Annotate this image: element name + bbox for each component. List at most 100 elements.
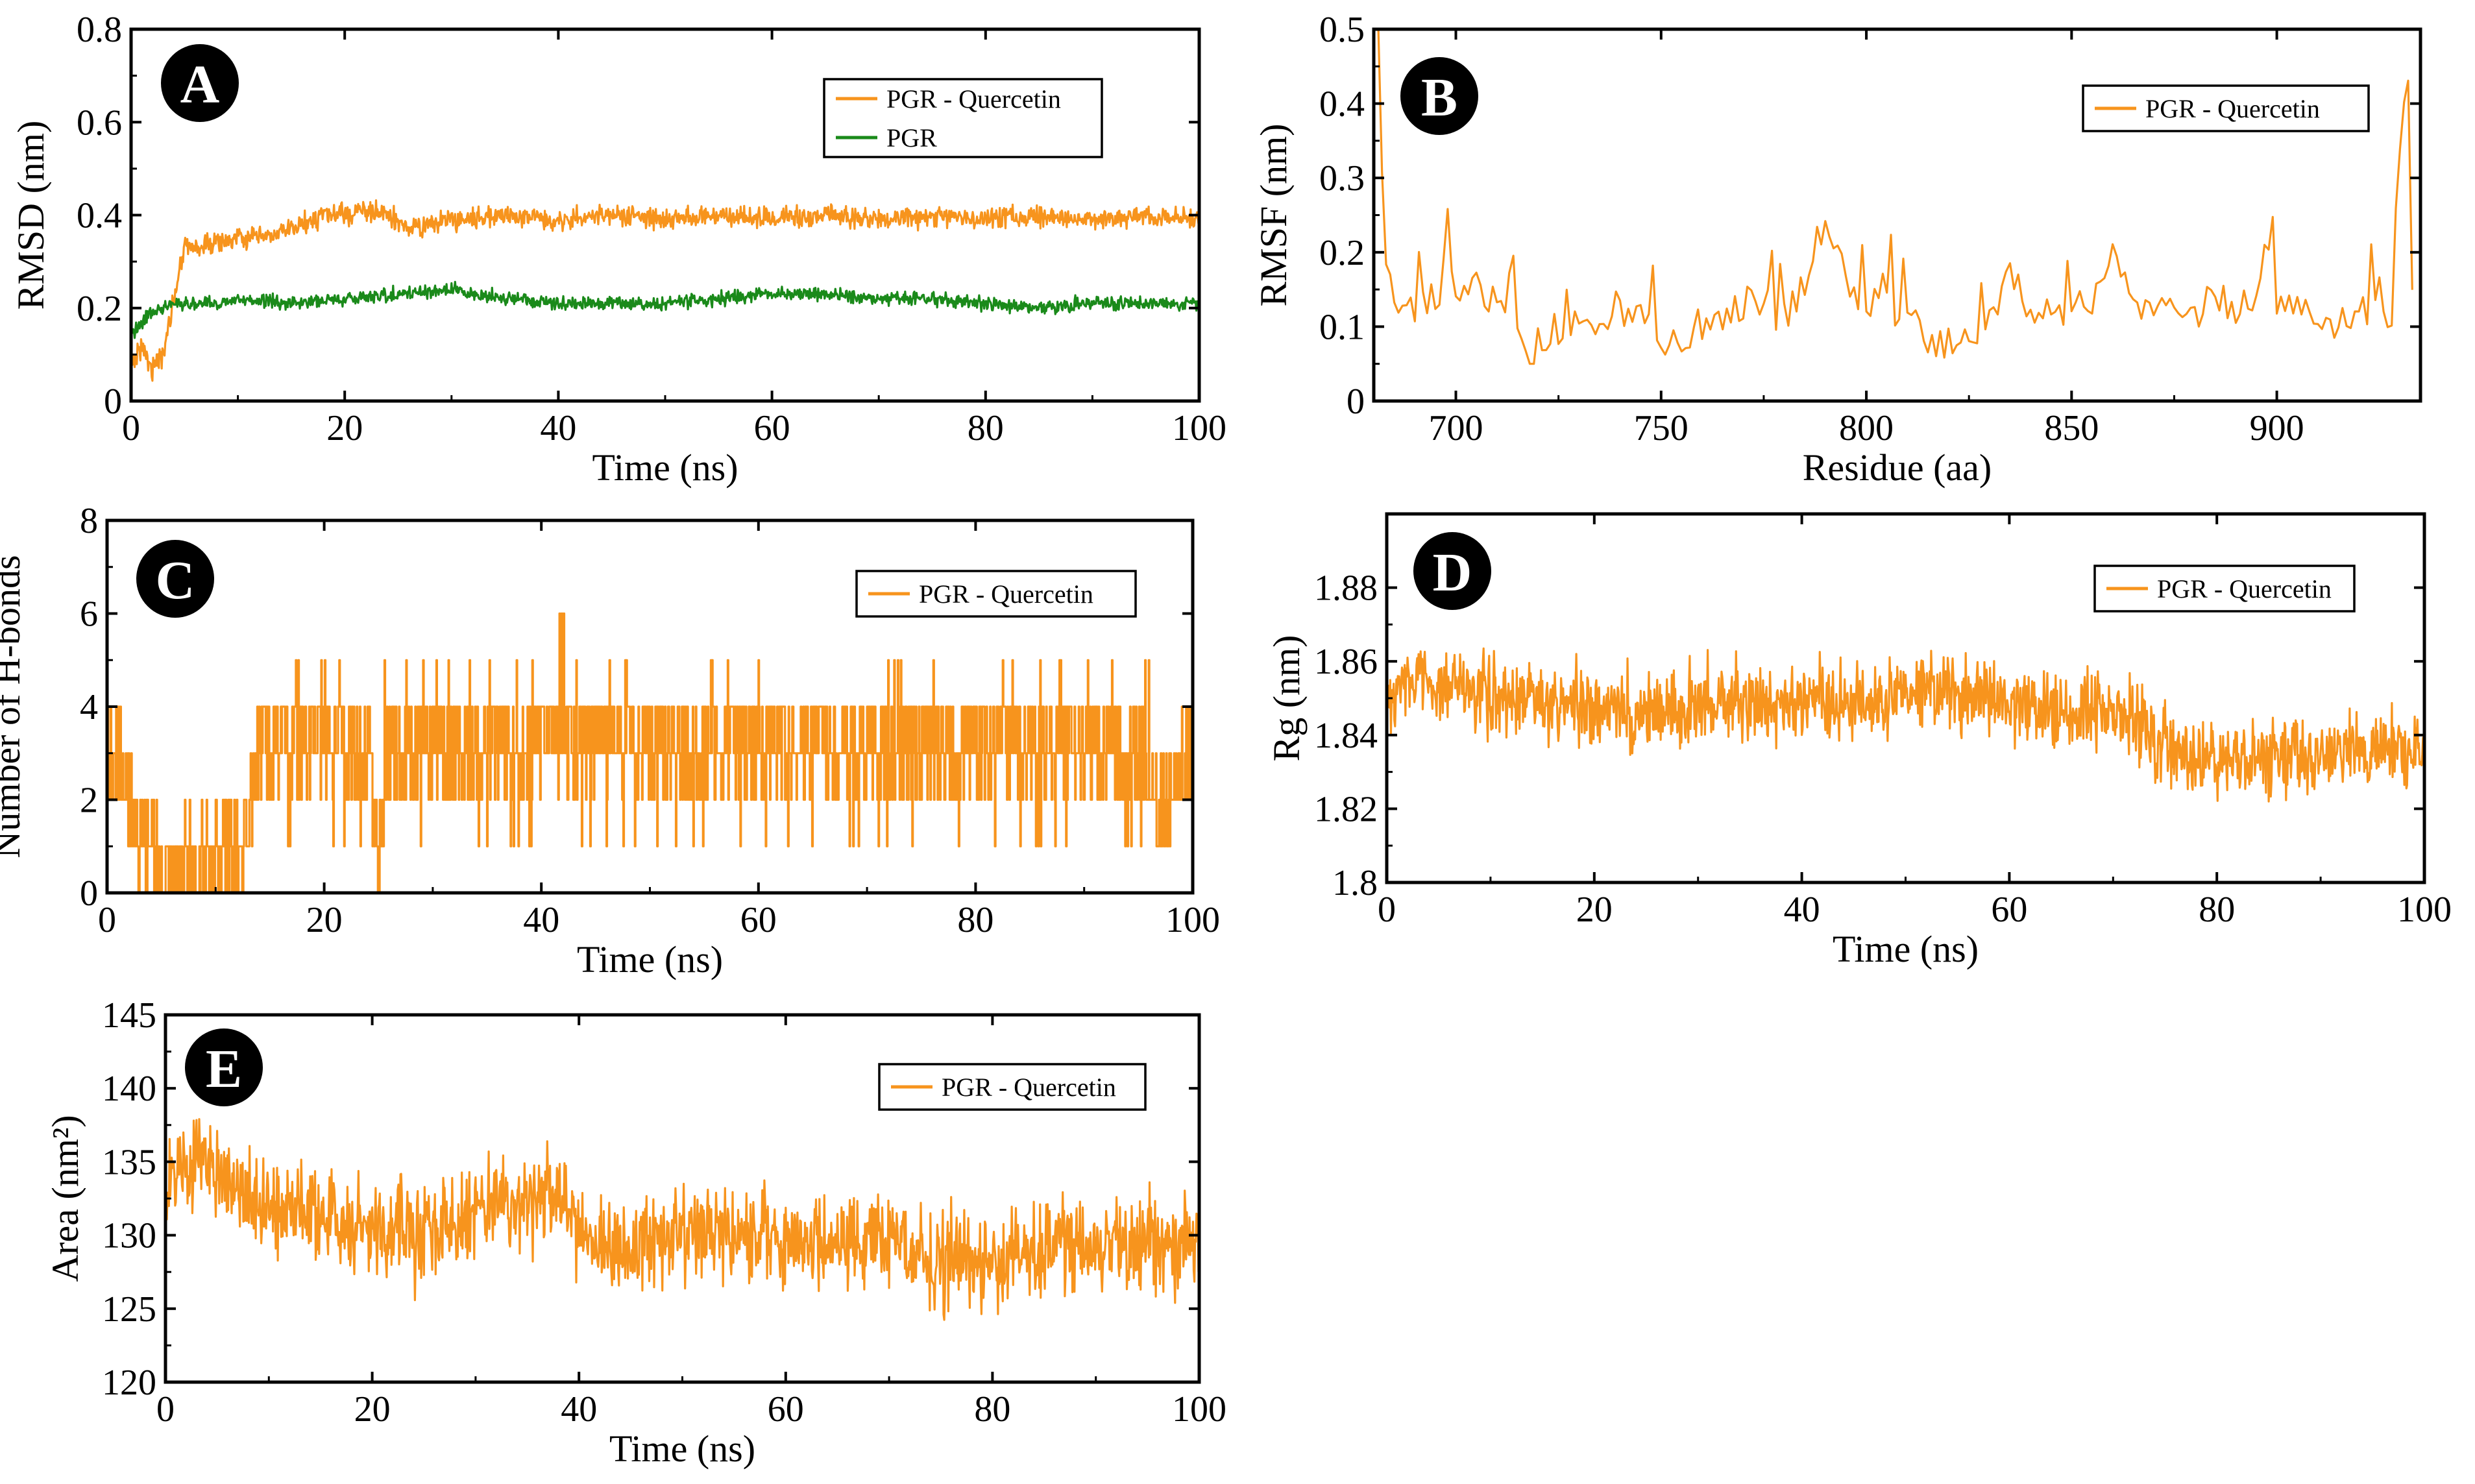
series-line-pgr-quercetin xyxy=(165,1118,1199,1321)
panel-badge-label: B xyxy=(1421,67,1457,128)
chart-panel-b: 700 750 800 850 900 0 0.1 0.2 0.3 0.4 0.5 Residue (… xyxy=(1252,10,2422,489)
panel-badge-label: C xyxy=(156,550,195,611)
x-tick-label: 20 xyxy=(1576,890,1613,930)
y-tick-label: 0.5 xyxy=(1319,10,1365,50)
x-tick-label: 100 xyxy=(1172,1389,1226,1429)
plot-area xyxy=(165,1118,1199,1321)
x-tick-label: 60 xyxy=(768,1389,804,1429)
series-line-pgr-quercetin xyxy=(131,199,1199,382)
plot-area xyxy=(131,199,1199,382)
x-tick-label: 850 xyxy=(2044,408,2099,448)
y-tick-label: 0.4 xyxy=(1319,84,1365,125)
y-tick-label: 6 xyxy=(80,594,98,635)
x-tick-label: 80 xyxy=(974,1389,1010,1429)
y-tick-label: 1.86 xyxy=(1314,642,1378,682)
legend-box xyxy=(2093,565,2356,613)
x-tick-label: 60 xyxy=(754,408,790,448)
plot-area xyxy=(107,612,1193,893)
x-tick-label: 100 xyxy=(1172,408,1226,448)
series-line-pgr xyxy=(131,280,1199,340)
panel-badge-label: E xyxy=(206,1039,242,1099)
x-tick-label: 0 xyxy=(122,408,140,448)
y-tick-label: 130 xyxy=(102,1216,156,1256)
x-tick-label: 800 xyxy=(1839,408,1894,448)
y-tick-label: 1.8 xyxy=(1332,863,1378,903)
plot-area xyxy=(1377,29,2413,365)
legend-label: PGR xyxy=(886,123,937,152)
y-tick-label: 145 xyxy=(102,995,156,1036)
x-tick-label: 750 xyxy=(1634,408,1689,448)
y-tick-label: 0.1 xyxy=(1319,307,1365,347)
series-line-pgr-quercetin xyxy=(1377,29,2413,365)
legend-label: PGR - Quercetin xyxy=(2157,574,2332,603)
x-tick-label: 80 xyxy=(2199,890,2235,930)
y-tick-label: 1.88 xyxy=(1314,568,1378,609)
x-tick-label: 20 xyxy=(306,900,343,940)
x-axis-title: Time (ns) xyxy=(609,1428,755,1470)
panel-badge xyxy=(136,540,214,618)
x-axis-title: Time (ns) xyxy=(1833,928,1979,970)
legend: PGR - Quercetin xyxy=(2093,565,2356,613)
x-tick-label: 40 xyxy=(561,1389,597,1429)
y-tick-label: 135 xyxy=(102,1142,156,1182)
panel-badge xyxy=(1413,532,1491,610)
x-tick-label: 0 xyxy=(1378,890,1396,930)
chart-panel-e: 0 20 40 60 80 100 120 125 130 135 140 145 Time (ns) A… xyxy=(44,995,1226,1470)
y-tick-label: 0 xyxy=(1347,382,1365,422)
x-axis-title: Time (ns) xyxy=(592,446,738,489)
x-tick-label: 60 xyxy=(1991,890,2027,930)
x-tick-label: 20 xyxy=(354,1389,391,1429)
x-tick-label: 0 xyxy=(156,1389,175,1429)
x-tick-label: 100 xyxy=(1165,900,1220,940)
x-tick-label: 0 xyxy=(98,900,116,940)
x-tick-label: 900 xyxy=(2250,408,2304,448)
y-axis-title: RMSF (nm) xyxy=(1252,123,1295,306)
y-tick-label: 0.6 xyxy=(77,103,122,143)
x-axis-title: Residue (aa) xyxy=(1803,446,1992,489)
y-tick-label: 0.8 xyxy=(77,10,122,50)
y-tick-label: 0.2 xyxy=(77,289,122,329)
x-tick-label: 700 xyxy=(1429,408,1483,448)
y-tick-label: 2 xyxy=(80,781,98,821)
x-tick-label: 60 xyxy=(740,900,777,940)
legend-box xyxy=(823,78,1103,158)
legend-label: PGR - Quercetin xyxy=(886,84,1061,114)
legend-label: PGR - Quercetin xyxy=(2145,94,2320,123)
y-tick-label: 1.82 xyxy=(1314,789,1378,829)
legend-label: PGR - Quercetin xyxy=(942,1073,1116,1102)
panel-badge xyxy=(161,44,239,122)
y-tick-label: 0.4 xyxy=(77,196,122,236)
panel-badge xyxy=(1400,57,1478,135)
y-axis-title: Number of H-bonds xyxy=(0,555,28,858)
x-axis-title: Time (ns) xyxy=(577,938,723,980)
legend: PGR - Quercetin xyxy=(2082,84,2370,132)
y-tick-label: 0 xyxy=(80,873,98,914)
x-tick-label: 80 xyxy=(968,408,1004,448)
series-line-pgr-quercetin xyxy=(107,612,1193,893)
legend: PGR - Quercetin xyxy=(878,1063,1147,1111)
y-tick-label: 4 xyxy=(80,687,98,727)
y-tick-label: 8 xyxy=(80,501,98,541)
y-tick-label: 120 xyxy=(102,1363,156,1403)
x-tick-label: 80 xyxy=(957,900,994,940)
chart-panel-a: 0 20 40 60 80 100 0 0.2 0.4 0.6 0.8 Time (ns) RMSD (… xyxy=(10,10,1226,489)
x-tick-label: 20 xyxy=(326,408,363,448)
panel-badge-label: D xyxy=(1433,542,1472,603)
panel-badge xyxy=(185,1028,263,1106)
y-tick-label: 140 xyxy=(102,1069,156,1109)
legend: PGR - Quercetin PGR xyxy=(823,78,1103,158)
plot-area xyxy=(1387,647,2424,803)
x-tick-label: 40 xyxy=(1784,890,1820,930)
x-tick-label: 100 xyxy=(2397,890,2452,930)
y-tick-label: 0.2 xyxy=(1319,233,1365,273)
x-tick-label: 40 xyxy=(540,408,576,448)
legend-label: PGR - Quercetin xyxy=(919,579,1093,609)
series-line-pgr-quercetin xyxy=(1387,647,2424,803)
chart-panel-c: 0 20 40 60 80 100 0 2 4 6 8 Time (ns) Number of H-bo… xyxy=(0,501,1220,980)
y-axis-title: Area (nm²) xyxy=(44,1115,86,1282)
panel-badge-label: A xyxy=(180,55,220,115)
y-tick-label: 0 xyxy=(104,382,122,422)
y-axis-title: Rg (nm) xyxy=(1265,635,1308,762)
y-tick-label: 125 xyxy=(102,1289,156,1330)
